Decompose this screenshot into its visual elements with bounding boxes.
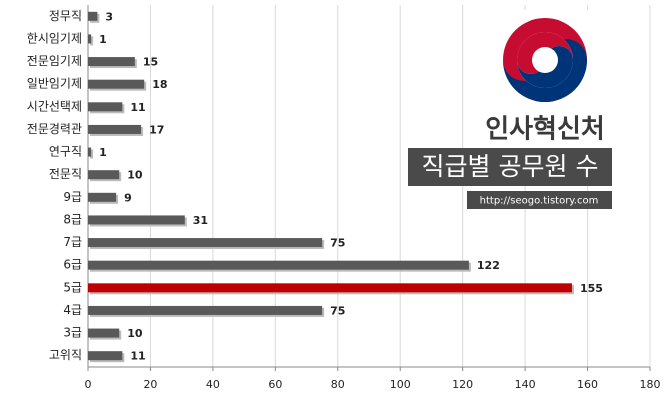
y-tick-label: 전문직 (49, 167, 82, 181)
bar (88, 215, 185, 225)
chart-title: 직급별 공무원 수 (422, 152, 599, 181)
y-tick-label: 전문임기제 (27, 54, 82, 68)
x-tick-label: 180 (640, 378, 661, 391)
data-label: 18 (152, 78, 167, 91)
y-tick-label: 시간선택제 (27, 99, 82, 113)
data-label: 15 (143, 56, 158, 69)
y-tick-label: 3급 (63, 326, 82, 340)
emblem-block: 인사혁신처 (470, 10, 620, 150)
data-label: 10 (127, 169, 143, 182)
data-label: 1 (99, 146, 107, 159)
bar (88, 102, 123, 112)
data-label: 31 (193, 214, 208, 227)
plot-area: 0 20 40 60 80 100 120 140 160 180 정무직 3 한시임기제 1 전문임기제 1… (27, 5, 661, 391)
y-tick-label: 한시임기제 (27, 31, 82, 45)
y-tick-label: 연구직 (49, 145, 82, 159)
bar (88, 283, 572, 293)
y-tick-label: 9급 (63, 190, 82, 204)
data-label: 75 (330, 304, 345, 317)
x-tick-label: 100 (390, 378, 411, 391)
data-label: 75 (330, 237, 345, 250)
x-tick-label: 80 (331, 378, 345, 391)
x-tick-label: 40 (206, 378, 220, 391)
y-tick-label: 고위직 (49, 348, 82, 362)
emblem-core (532, 47, 558, 73)
data-label: 9 (124, 191, 132, 204)
bar (88, 34, 92, 44)
data-label: 155 (580, 282, 603, 295)
bar (88, 124, 142, 134)
y-tick-label: 8급 (63, 212, 82, 226)
y-tick-label: 일반임기제 (27, 77, 82, 91)
y-tick-label: 7급 (63, 235, 82, 249)
data-label: 11 (130, 101, 145, 114)
bar (88, 328, 120, 338)
bar-shadow (90, 149, 94, 159)
bar (88, 57, 135, 67)
y-tick-label: 5급 (63, 280, 82, 294)
x-tick-label: 60 (268, 378, 282, 391)
x-tick-label: 140 (515, 378, 536, 391)
data-label: 11 (130, 350, 145, 363)
y-tick-label: 4급 (63, 303, 82, 317)
data-label: 1 (99, 33, 107, 46)
bar (88, 260, 469, 270)
y-tick-label: 전문경력관 (27, 122, 82, 136)
organization: 인사혁신처 (485, 115, 605, 145)
bar (88, 11, 98, 21)
title-box (408, 148, 612, 186)
bar (88, 192, 117, 202)
url: http://seogo.tistory.com (480, 196, 599, 207)
bar (88, 170, 120, 180)
emblem (503, 18, 587, 102)
data-label: 10 (127, 327, 143, 340)
bar (88, 238, 323, 248)
bar (88, 147, 92, 157)
bar (88, 351, 123, 361)
y-tick-label: 6급 (63, 258, 82, 272)
y-tick-label: 정무직 (49, 9, 82, 23)
data-label: 17 (149, 123, 164, 136)
x-tick-label: 0 (85, 378, 92, 391)
data-label: 122 (477, 259, 500, 272)
x-tick-label: 160 (577, 378, 598, 391)
x-tick-label: 20 (143, 378, 157, 391)
bar (88, 79, 145, 89)
bar (88, 305, 323, 315)
url-box (467, 191, 612, 209)
data-label: 3 (105, 10, 113, 23)
bar-shadow (90, 36, 94, 46)
x-tick-label: 120 (452, 378, 473, 391)
